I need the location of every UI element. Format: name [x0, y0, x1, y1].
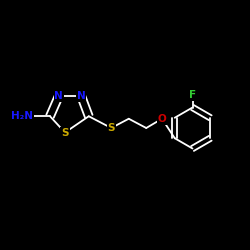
Text: S: S	[108, 123, 115, 133]
Text: S: S	[61, 128, 69, 138]
Text: O: O	[158, 114, 166, 124]
Text: N: N	[77, 91, 86, 101]
Text: N: N	[54, 91, 63, 101]
Text: F: F	[189, 90, 196, 100]
Text: H₂N: H₂N	[12, 111, 34, 121]
